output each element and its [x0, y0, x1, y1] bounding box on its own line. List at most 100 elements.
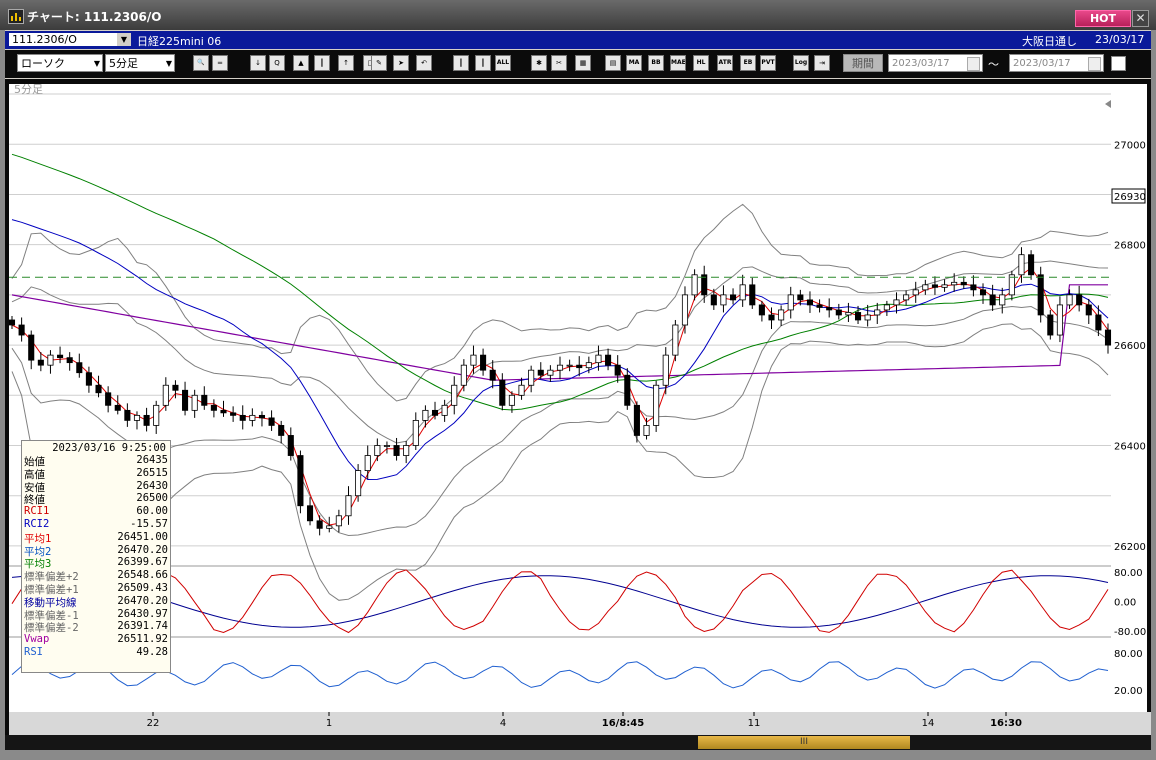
info-row: RCI1 60.00 [24, 505, 168, 518]
atr-icon[interactable]: ATR [717, 55, 733, 71]
time-axis-area [9, 712, 1151, 735]
candle-body [268, 417, 275, 426]
log-icon[interactable]: Log [793, 55, 809, 71]
info-row: 標準偏差-2 26391.74 [24, 620, 168, 634]
info-label: 標準偏差+2 [24, 571, 79, 584]
info-label: 終値 [24, 494, 45, 507]
candle-body [37, 359, 44, 366]
arrow-down-icon[interactable]: ↓ [250, 55, 266, 71]
symbol-code-input[interactable]: 111.2306/O [9, 33, 117, 46]
pointer-up-icon[interactable]: ↑ [338, 55, 354, 71]
rsi-line [11, 661, 1109, 689]
interval-select[interactable]: 5分足 ▼ [105, 54, 175, 72]
price-axis-area [1111, 84, 1147, 712]
info-row: Vwap 26511.92 [24, 633, 168, 646]
settings-icon[interactable]: ✱ [531, 55, 547, 71]
candle-body [653, 384, 660, 426]
candle-body [76, 362, 83, 374]
candle-body [605, 354, 612, 366]
scroll-up-icon[interactable] [1105, 100, 1111, 108]
scroll-thumb[interactable]: III [698, 736, 910, 749]
eb-icon[interactable]: EB [740, 55, 756, 71]
info-timestamp: 2023/03/16 9:25:00 [52, 442, 166, 454]
range-checkbox[interactable] [1111, 56, 1126, 71]
info-row: 平均2 26470.20 [24, 544, 168, 558]
close-button[interactable]: ✕ [1132, 10, 1149, 27]
candle-body [1018, 254, 1025, 276]
from-date-field[interactable]: 2023/03/17 [888, 54, 983, 72]
bars-up-icon[interactable]: ▲ [293, 55, 309, 71]
calendar-icon[interactable] [1088, 57, 1101, 71]
candle-body [893, 299, 900, 306]
pen-icon[interactable]: ✎ [371, 55, 387, 71]
candle-body [143, 414, 150, 426]
candle-body [422, 409, 429, 421]
info-value: 26500 [136, 492, 168, 505]
candle-body [979, 289, 987, 296]
candle-body [403, 445, 410, 456]
info-label: 安値 [24, 481, 45, 494]
candle-body [547, 369, 554, 376]
grid-icon[interactable]: ▤ [605, 55, 621, 71]
candle-body [431, 409, 439, 416]
split-icon[interactable]: ═ [212, 55, 228, 71]
candle-body [133, 414, 141, 421]
candle-body [297, 455, 304, 507]
candle-body [845, 312, 852, 316]
candle-body [258, 414, 266, 419]
info-value: 26399.67 [117, 556, 168, 569]
undo-icon[interactable]: ↶ [416, 55, 432, 71]
info-row: 始値 26435 [24, 454, 168, 468]
bars-icon[interactable]: ┃ [314, 55, 330, 71]
zoom-icon[interactable]: 🔍 [193, 55, 209, 71]
candle-two-icon[interactable]: ┃ [475, 55, 491, 71]
candle-body [114, 404, 121, 411]
info-value: 26548.66 [117, 569, 168, 582]
chart-app-icon [8, 9, 24, 24]
candle-body [624, 374, 631, 406]
info-row: 標準偏差+1 26509.43 [24, 582, 168, 596]
hl-icon[interactable]: HL [693, 55, 709, 71]
price-chart[interactable]: 5分足 27000 26800 26600 26400 26200 26930 80.0… [0, 79, 1151, 735]
hot-button[interactable]: HOT [1075, 10, 1131, 27]
candle-body [1104, 329, 1112, 346]
price-tick-label: 27000 [1114, 140, 1146, 151]
period-button[interactable]: 期間 [843, 54, 883, 72]
plot-area [9, 84, 1111, 712]
candle-body [1076, 294, 1083, 306]
chevron-down-icon: ▼ [165, 59, 172, 68]
export-icon[interactable]: ⇥ [814, 55, 830, 71]
all-icon[interactable]: ALL [495, 55, 511, 71]
cursor-icon[interactable]: ➤ [393, 55, 409, 71]
candle-body [710, 294, 717, 306]
search-chart-icon[interactable]: Q [269, 55, 285, 71]
horizontal-scrollbar[interactable]: III [5, 735, 1151, 750]
data-info-panel: 2023/03/16 9:25:00 始値 26435 高値 26515 安値 26430… [21, 440, 171, 673]
chart-type-select[interactable]: ローソク ▼ [17, 54, 103, 72]
info-value: 26515 [136, 466, 168, 479]
calendar-icon[interactable] [967, 57, 980, 71]
std-band-line [11, 323, 1109, 601]
oscillator-tick-label: 80.00 [1114, 568, 1143, 579]
mae-icon[interactable]: MAE [670, 55, 686, 71]
symbol-dropdown-button[interactable]: ▼ [117, 33, 131, 46]
tools-icon[interactable]: ✂ [551, 55, 567, 71]
time-tick-label: 11 [748, 718, 761, 729]
candle-body [720, 294, 727, 306]
to-date-field[interactable]: 2023/03/17 [1009, 54, 1104, 72]
candle-one-icon[interactable]: ┃ [453, 55, 469, 71]
price-tick-label: 26400 [1114, 442, 1146, 453]
bb-icon[interactable]: BB [648, 55, 664, 71]
ma-icon[interactable]: MA [626, 55, 642, 71]
info-row: 安値 26430 [24, 480, 168, 494]
info-value: 26430.97 [117, 607, 168, 620]
candle-body [826, 307, 833, 311]
candle-body [537, 369, 544, 376]
info-value: 26451.00 [117, 530, 168, 543]
window-frame-bottom [0, 750, 1156, 760]
info-label: 平均1 [24, 532, 52, 545]
candle-body [681, 294, 689, 326]
color-icon[interactable]: ▦ [575, 55, 591, 71]
pvt-icon[interactable]: PVT [760, 55, 776, 71]
current-price-value: 26930 [1114, 192, 1146, 203]
